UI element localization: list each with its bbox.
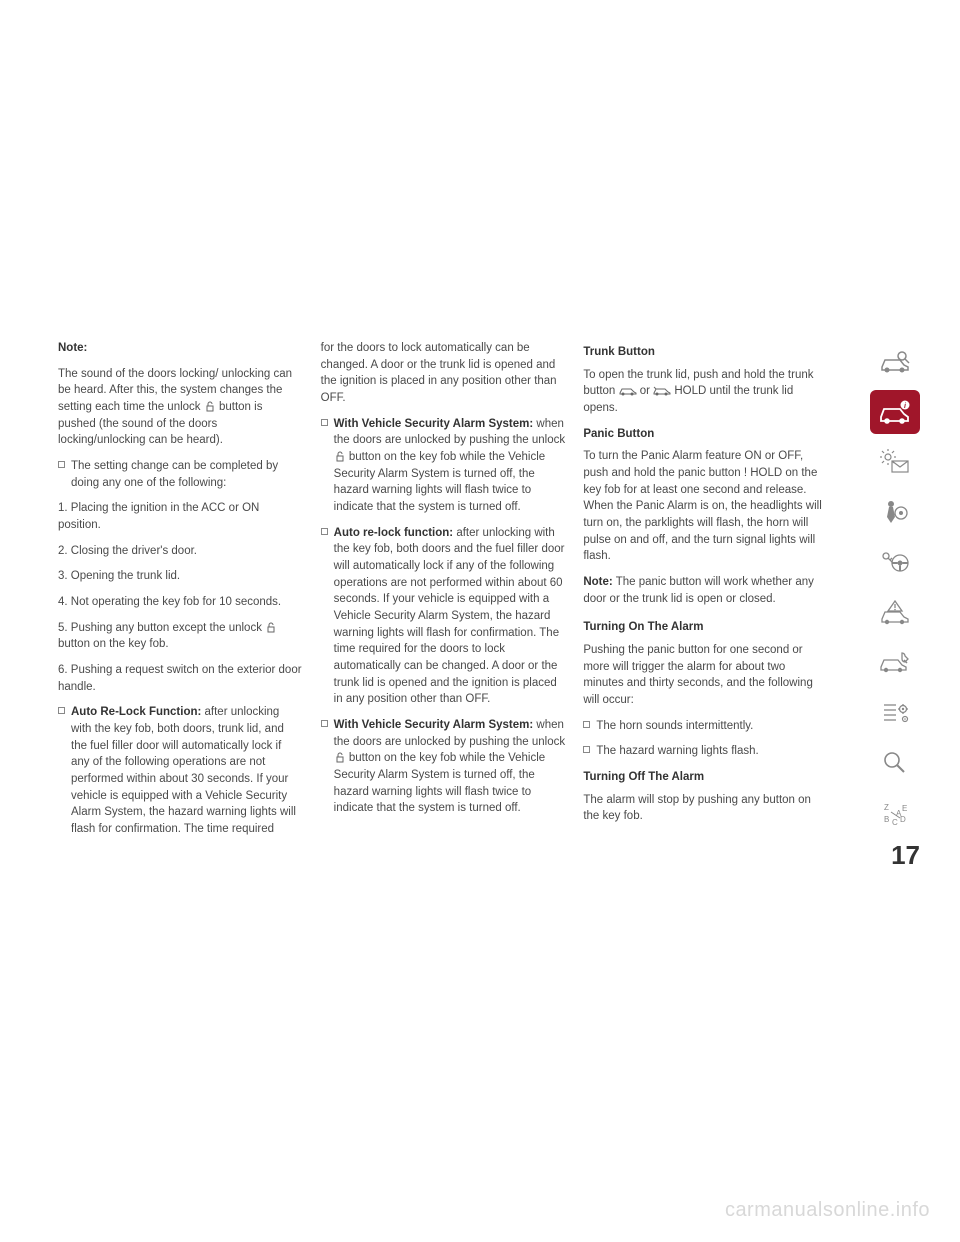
tab-mail[interactable]	[870, 440, 920, 484]
svg-text:E: E	[902, 804, 907, 813]
step-3: 3. Opening the trunk lid.	[58, 568, 303, 585]
col3-p3: Note: The panic button will work whether…	[583, 574, 828, 607]
svg-text:A: A	[896, 809, 902, 818]
square-bullet-icon	[58, 707, 65, 714]
text: With Vehicle Security Alarm System: when…	[334, 717, 566, 817]
bullet-item: The setting change can be completed by d…	[58, 458, 303, 491]
tab-settings-list[interactable]	[870, 690, 920, 734]
text: button on the key fob while the Vehicle …	[334, 451, 545, 513]
sidebar-tabs: i ZBCDEA	[870, 340, 920, 834]
square-bullet-icon	[583, 721, 590, 728]
step-5: 5. Pushing any button except the unlock …	[58, 620, 303, 653]
text: Auto Re-Lock Function: after unlocking w…	[71, 704, 303, 837]
text: button on the key fob while the Vehicle …	[334, 752, 545, 814]
text: With Vehicle Security Alarm System: when…	[334, 416, 566, 516]
note-label: Note:	[58, 340, 303, 357]
magnify-icon	[878, 747, 912, 777]
text: 5. Pushing any button except the unlock	[58, 622, 262, 634]
bullet-item: Auto re-lock function: after unlocking w…	[321, 525, 566, 708]
unlock-icon	[265, 622, 277, 634]
svg-text:Z: Z	[884, 803, 889, 812]
column-3: Trunk Button To open the trunk lid, push…	[583, 340, 828, 847]
unlock-icon	[334, 451, 346, 463]
tab-search[interactable]	[870, 740, 920, 784]
label: Note:	[583, 576, 612, 588]
square-bullet-icon	[321, 528, 328, 535]
step-4: 4. Not operating the key fob for 10 seco…	[58, 594, 303, 611]
turning-on-heading: Turning On The Alarm	[583, 619, 828, 636]
label: With Vehicle Security Alarm System:	[334, 418, 534, 430]
text: The panic button will work whether any d…	[583, 576, 814, 605]
step-1: 1. Placing the ignition in the ACC or ON…	[58, 500, 303, 533]
tab-search-car[interactable]	[870, 340, 920, 384]
text: Auto re-lock function: after unlocking w…	[334, 525, 566, 708]
tab-airbag[interactable]	[870, 490, 920, 534]
car-magnify-icon	[878, 347, 912, 377]
bullet-item: With Vehicle Security Alarm System: when…	[321, 416, 566, 516]
text: The hazard warning lights flash.	[596, 743, 758, 760]
car-open-icon	[653, 386, 671, 396]
tab-key-steering[interactable]	[870, 540, 920, 584]
bullet-item: The hazard warning lights flash.	[583, 743, 828, 760]
alphabet-icon: ZBCDEA	[878, 797, 912, 827]
trunk-heading: Trunk Button	[583, 344, 828, 361]
col3-p5: The alarm will stop by pushing any butto…	[583, 792, 828, 825]
bullet-item: The horn sounds intermittently.	[583, 718, 828, 735]
list-gear-icon	[878, 697, 912, 727]
svg-text:B: B	[884, 815, 889, 824]
tab-car-info[interactable]: i	[870, 390, 920, 434]
bullet-item: With Vehicle Security Alarm System: when…	[321, 717, 566, 817]
svg-text:C: C	[892, 818, 898, 827]
sun-mail-icon	[878, 447, 912, 477]
label: Auto Re-Lock Function:	[71, 706, 201, 718]
text: or	[640, 385, 653, 397]
airbag-icon	[878, 497, 912, 527]
text: The horn sounds intermittently.	[596, 718, 753, 735]
panic-heading: Panic Button	[583, 426, 828, 443]
turning-off-heading: Turning Off The Alarm	[583, 769, 828, 786]
square-bullet-icon	[583, 746, 590, 753]
car-warning-icon	[878, 597, 912, 627]
square-bullet-icon	[321, 720, 328, 727]
col2-p1: for the doors to lock automatically can …	[321, 340, 566, 407]
text: after unlocking with the key fob, both d…	[71, 706, 296, 835]
tab-index[interactable]: ZBCDEA	[870, 790, 920, 834]
unlock-icon	[204, 401, 216, 413]
page-number: 17	[891, 840, 920, 871]
square-bullet-icon	[58, 461, 65, 468]
col3-p1: To open the trunk lid, push and hold the…	[583, 367, 828, 417]
key-steering-icon	[878, 547, 912, 577]
text: after unlocking with the key fob, both d…	[334, 527, 565, 706]
page-content: Note: The sound of the doors locking/ un…	[58, 340, 828, 847]
tab-service[interactable]	[870, 640, 920, 684]
col3-p2: To turn the Panic Alarm feature ON or OF…	[583, 448, 828, 565]
bullet-item: Auto Re-Lock Function: after unlocking w…	[58, 704, 303, 837]
car-info-icon: i	[878, 397, 912, 427]
tab-warning[interactable]	[870, 590, 920, 634]
unlock-icon	[334, 752, 346, 764]
column-2: for the doors to lock automatically can …	[321, 340, 566, 847]
watermark: carmanualsonline.info	[725, 1199, 930, 1222]
label: Auto re-lock function:	[334, 527, 453, 539]
step-6: 6. Pushing a request switch on the exter…	[58, 662, 303, 695]
text: The setting change can be completed by d…	[71, 458, 303, 491]
text: button on the key fob.	[58, 638, 169, 650]
car-wrench-icon	[878, 647, 912, 677]
col3-p4: Pushing the panic button for one second …	[583, 642, 828, 709]
column-1: Note: The sound of the doors locking/ un…	[58, 340, 303, 847]
col1-p1: The sound of the doors locking/ unlockin…	[58, 366, 303, 449]
label: With Vehicle Security Alarm System:	[334, 719, 534, 731]
square-bullet-icon	[321, 419, 328, 426]
car-icon	[619, 386, 637, 396]
step-2: 2. Closing the driver's door.	[58, 543, 303, 560]
